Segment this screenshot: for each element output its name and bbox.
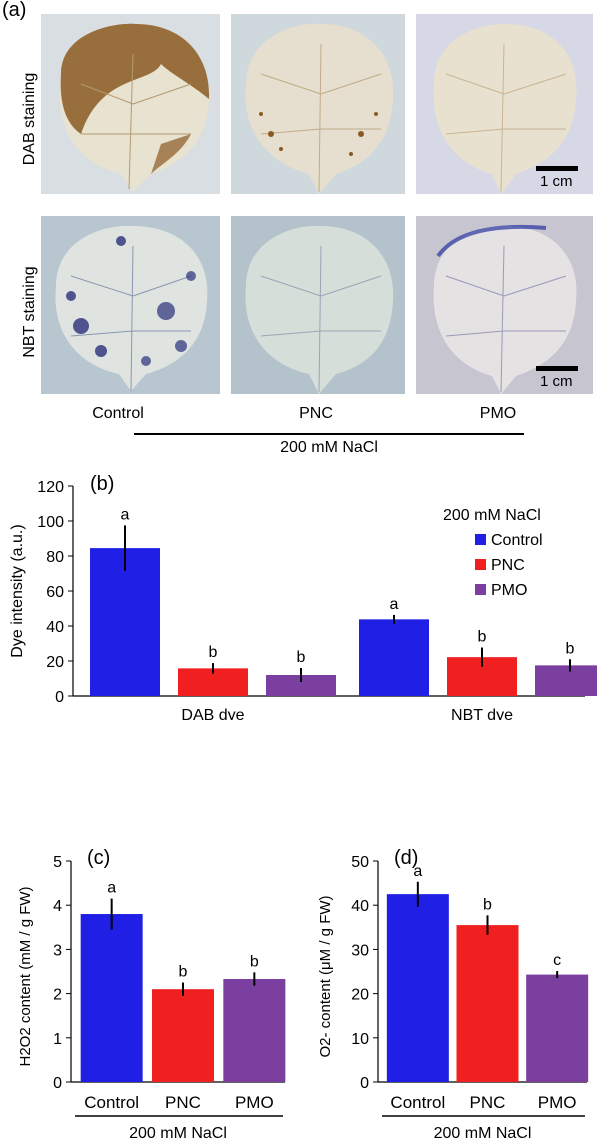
significance-letter-b: a [390,596,399,613]
group-label: 200 mM NaCl [434,1125,532,1141]
y-axis-label: O2- content (μM / g FW) [317,895,334,1057]
group-label: 200 mM NaCl [129,1125,227,1141]
y-tick-label: 4 [53,898,62,915]
bar [386,894,449,1082]
chart-c: (c) 0 1 2 3 4 5 H2O2 content (mM / g FW) a Contro… [17,847,286,1141]
significance-letter: b [483,896,492,913]
significance-letter-b: b [566,640,575,657]
bar-b [535,665,597,696]
y-tick-label: 50 [351,854,369,871]
row-label-nbt: NBT staining [21,266,38,358]
group-label-a: 200 mM NaCl [280,439,378,456]
nbt-pmo-photo [416,216,593,394]
col-label-control: Control [92,405,144,422]
significance-letter-b: b [297,649,306,666]
y-tick-label: 30 [351,942,369,959]
panel-letter: (d) [394,847,418,869]
row-label-dab: DAB staining [21,72,38,166]
y-tick-label-b: 20 [46,654,64,671]
bar [526,974,589,1082]
significance-letter: b [250,953,259,970]
legend-label-b: PMO [491,582,527,599]
x-category-label: Control [84,1093,139,1112]
col-label-pmo: PMO [479,405,517,422]
scale-label-bottom: 1 cm [540,373,573,390]
y-tick-label: 0 [360,1075,369,1092]
significance-letter-b: b [478,629,487,646]
significance-letter: c [553,952,561,969]
bar [152,989,214,1082]
bar-b [359,619,429,696]
y-tick-label: 2 [53,987,62,1004]
y-axis-label-b: Dye intensity (a.u.) [9,524,26,657]
y-tick-label-b: 40 [46,619,64,636]
legend-title-b: 200 mM NaCl [443,507,541,524]
bar-b [266,675,336,696]
bar-b [90,548,160,696]
significance-letter: a [107,880,116,897]
legend-label-b: PNC [491,557,525,574]
y-tick-label-b: 80 [46,549,64,566]
y-tick-label: 5 [53,854,62,871]
nbt-control-photo [41,216,220,394]
y-tick-label: 0 [53,1075,62,1092]
x-category-label: PNC [470,1093,506,1112]
scale-bar-top [536,166,578,171]
y-tick-label: 40 [351,898,369,915]
x-category-label-b: NBT dye [451,707,513,720]
y-tick-label-b: 60 [46,584,64,601]
y-tick-label-b: 120 [37,479,64,496]
panel-b-letter: (b) [90,473,114,495]
significance-letter: b [179,964,188,981]
x-category-label: PMO [538,1093,577,1112]
dab-control-photo [41,14,220,194]
x-category-label: Control [390,1093,445,1112]
y-tick-label: 1 [53,1031,62,1048]
legend-label-b: Control [491,532,543,549]
legend-swatch-b [475,584,486,595]
scale-bar-bottom [536,366,578,371]
x-category-label: PNC [165,1093,201,1112]
legend-swatch-b [475,534,486,545]
significance-letter: a [413,863,422,880]
bar [223,979,286,1082]
legend-swatch-b [475,559,486,570]
dab-pmo-photo [416,14,593,194]
y-tick-label: 20 [351,987,369,1004]
x-category-label: PMO [235,1093,274,1112]
chart-d: (d) 0 10 20 30 40 50 O2- content (μM / g FW) a Co… [317,847,589,1141]
dab-pnc-photo [231,14,405,194]
y-tick-label-b: 0 [55,689,64,706]
significance-letter-b: b [209,644,218,661]
x-category-label-b: DAB dye [181,707,244,720]
y-axis-label: H2O2 content (mM / g FW) [17,886,34,1066]
y-tick-label: 3 [53,942,62,959]
scale-label-top: 1 cm [540,173,573,190]
chart-b: (b) 0 20 40 60 80 100 120 Dye intensity (a.u.) a b… [9,473,597,720]
group-underline-a [134,433,524,435]
nbt-pnc-photo [231,216,405,394]
panel-letter: (c) [87,847,110,869]
y-tick-label-b: 100 [37,514,64,531]
y-tick-label: 10 [351,1031,369,1048]
significance-letter-b: a [121,506,130,523]
col-label-pnc: PNC [299,405,333,422]
bar [456,925,519,1082]
panel-a-letter: (a) [2,0,27,21]
bar [80,914,143,1082]
